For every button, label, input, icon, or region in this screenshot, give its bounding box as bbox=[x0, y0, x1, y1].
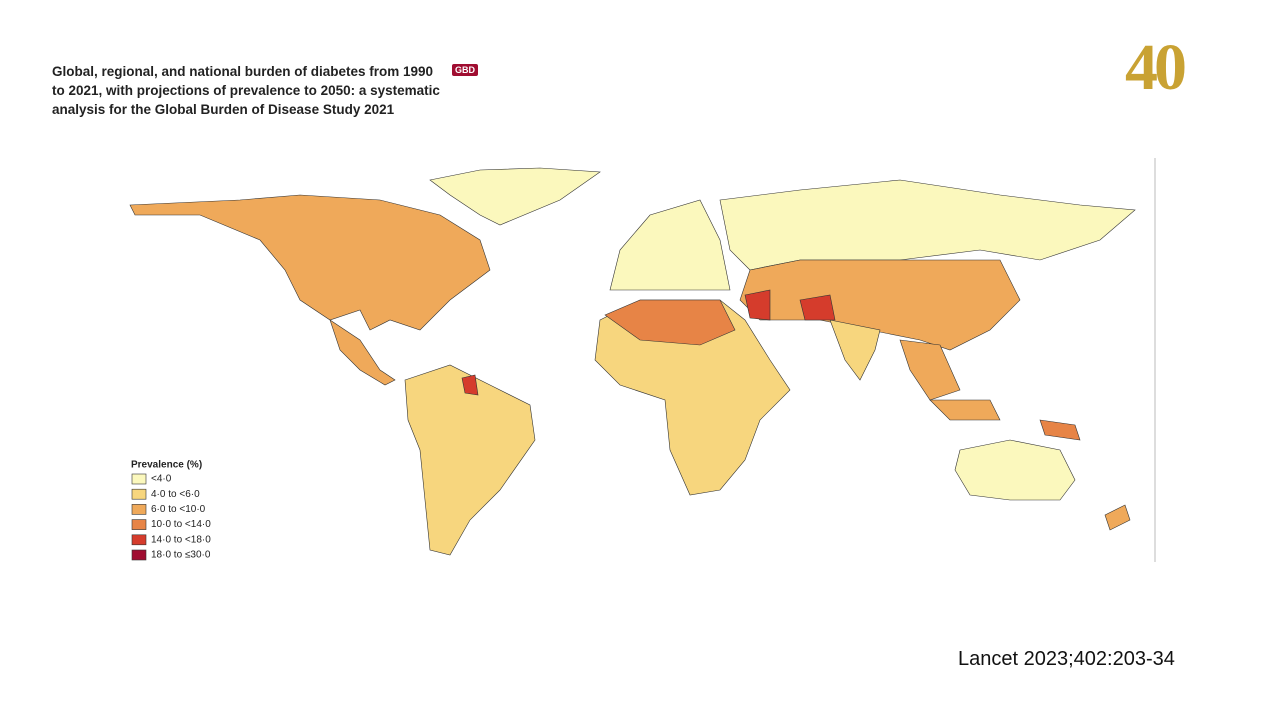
country-region bbox=[739, 259, 1021, 351]
country-region bbox=[404, 364, 536, 556]
country-region bbox=[929, 399, 1001, 421]
country-region bbox=[799, 294, 836, 321]
legend-swatch bbox=[131, 488, 147, 500]
legend-swatch bbox=[131, 504, 147, 515]
citation: Lancet 2023;402:203-34 bbox=[958, 648, 1175, 670]
logo: 40 bbox=[1125, 31, 1187, 104]
legend-swatch bbox=[131, 534, 147, 546]
legend-swatch bbox=[131, 473, 147, 485]
country-region bbox=[1104, 504, 1131, 531]
country-region bbox=[429, 167, 601, 226]
country-region bbox=[594, 299, 791, 496]
country-region bbox=[609, 199, 731, 291]
badge: GBD bbox=[452, 64, 478, 76]
country-region bbox=[899, 339, 961, 401]
legend-swatch bbox=[131, 549, 147, 561]
country-region bbox=[719, 179, 1136, 271]
country-region bbox=[604, 299, 736, 346]
legend-label: 4·0 to <6·0 bbox=[151, 489, 200, 500]
legend-label: 18·0 to ≤30·0 bbox=[151, 550, 211, 561]
legend-label: 14·0 to <18·0 bbox=[151, 534, 211, 545]
country-region bbox=[744, 289, 771, 321]
legend-title: Prevalence (%) bbox=[131, 460, 202, 471]
country-region bbox=[461, 374, 479, 396]
country-region bbox=[129, 194, 491, 331]
country-region bbox=[954, 439, 1076, 501]
legend-label: <4·0 bbox=[151, 474, 172, 485]
country-region bbox=[1039, 419, 1081, 441]
title: Global, regional, and national burden of… bbox=[52, 64, 440, 117]
legend-label: 6·0 to <10·0 bbox=[151, 504, 206, 515]
legend-label: 10·0 to <14·0 bbox=[151, 519, 211, 530]
country-region bbox=[829, 319, 881, 381]
legend-swatch bbox=[131, 519, 147, 530]
country-region bbox=[329, 319, 396, 386]
